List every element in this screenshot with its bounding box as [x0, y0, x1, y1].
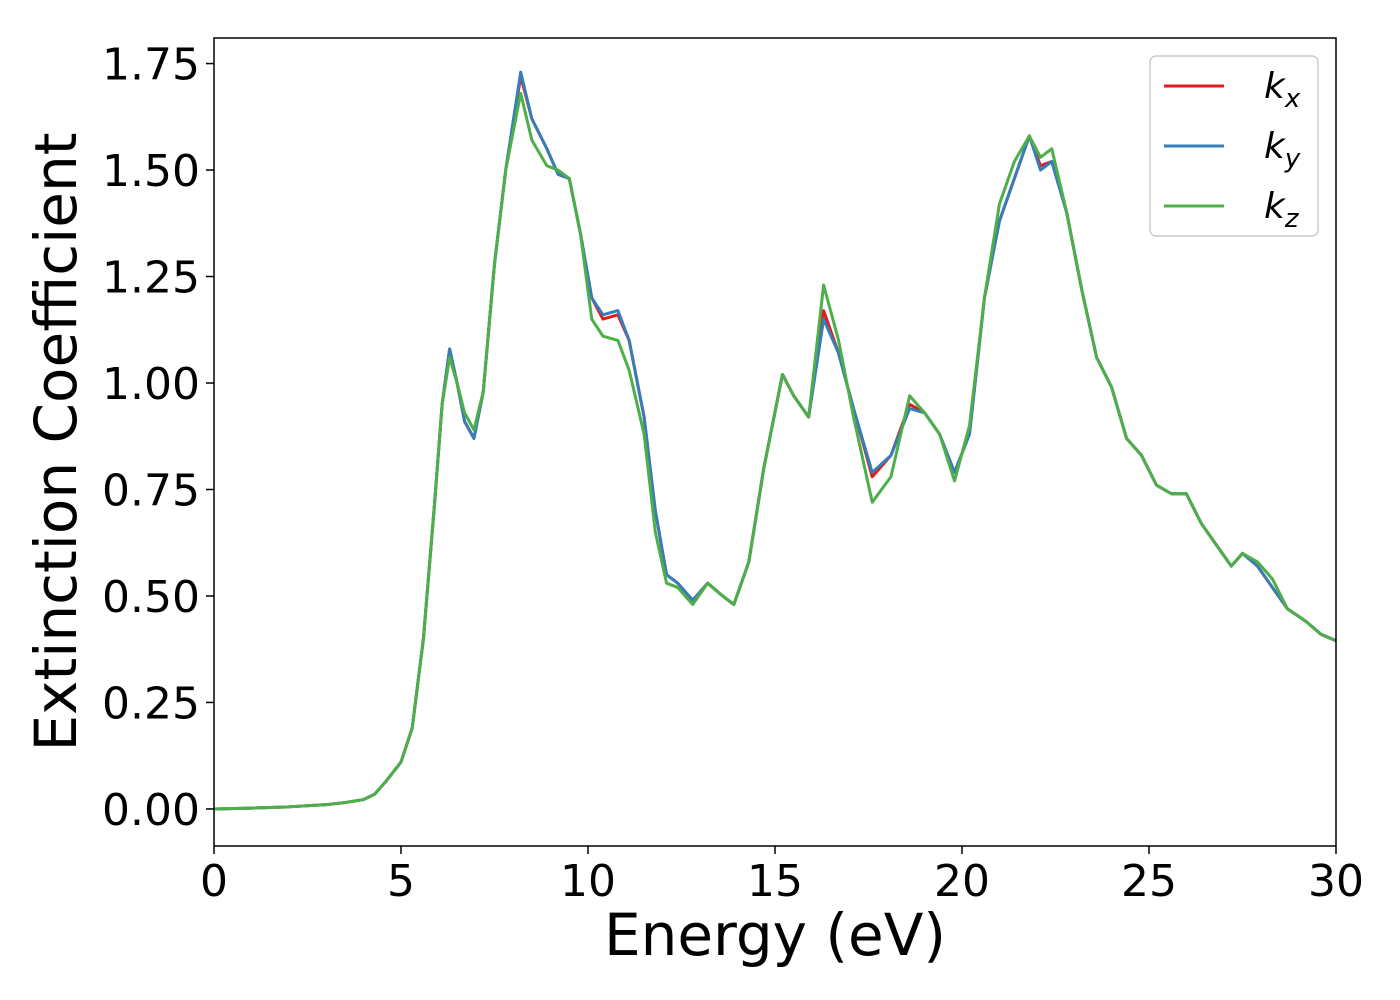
legend-label: kx: [1264, 66, 1301, 114]
y-tick-label: 1.00: [102, 359, 200, 410]
y-tick-label: 1.50: [102, 146, 200, 197]
x-axis-label: Energy (eV): [604, 901, 946, 969]
y-tick-label: 1.75: [102, 40, 200, 91]
data-line: [214, 91, 1336, 811]
x-tick-label: 30: [1308, 856, 1364, 907]
y-tick-label: 1.25: [102, 253, 200, 304]
y-tick-label: 0.00: [102, 785, 200, 836]
x-tick-label: 10: [560, 856, 616, 907]
y-tick-label: 0.50: [102, 572, 200, 623]
legend-label: kz: [1264, 186, 1300, 234]
x-tick-label: 5: [387, 856, 415, 907]
x-tick-label: 15: [747, 856, 803, 907]
y-axis-label: Extinction Coefficient: [22, 133, 90, 752]
legend-label: ky: [1264, 126, 1301, 174]
y-tick-label: 0.75: [102, 465, 200, 516]
x-tick-label: 25: [1121, 856, 1177, 907]
y-tick-label: 0.25: [102, 678, 200, 729]
plot-frame: [213, 37, 1337, 847]
legend-box: [1149, 55, 1319, 237]
x-tick-label: 0: [200, 856, 228, 907]
x-tick-label: 20: [934, 856, 990, 907]
